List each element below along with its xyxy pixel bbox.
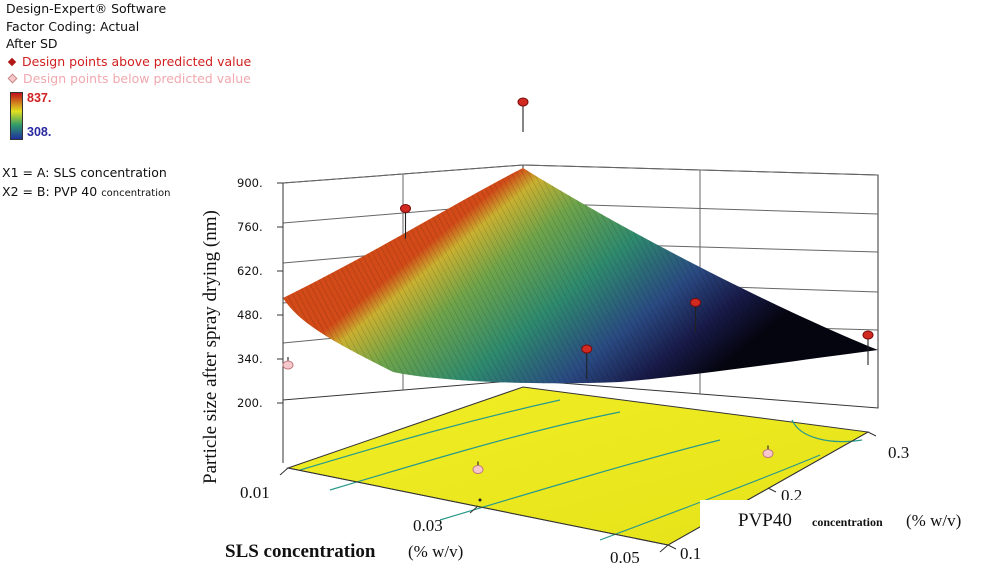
z-tick-0: 200.	[237, 396, 263, 410]
z-tick-1: 340.	[237, 352, 263, 366]
factor-x2: X2 = B: PVP 40 concentration	[2, 182, 170, 203]
x-axis-unit: (% w/v)	[408, 542, 463, 561]
software-name: Design-Expert® Software	[6, 1, 167, 16]
z-tick-4: 760.	[237, 220, 263, 234]
y-tick-2: 0.3	[888, 443, 909, 462]
x-tick-1: 0.03	[413, 516, 443, 535]
factor-x1: X1 = A: SLS concentration	[2, 165, 167, 180]
colorbar-max: 837.	[27, 91, 52, 105]
design-point-6	[762, 449, 774, 458]
z-tick-3: 620.	[237, 264, 263, 278]
y-axis-label: PVP40	[738, 510, 792, 531]
x-axis-label: SLS concentration	[225, 541, 376, 562]
factor-x2-suffix: concentration	[101, 188, 171, 199]
factor-x2-prefix: X2 = B: PVP 40	[2, 184, 98, 199]
response-surface	[283, 168, 878, 384]
z-tick-2: 480.	[237, 308, 263, 322]
z-tick-5: 900.	[237, 176, 263, 190]
factor-coding: Factor Coding: Actual	[6, 18, 140, 34]
design-point-3	[581, 344, 593, 354]
legend-below: Design points below predicted value	[6, 70, 251, 88]
y-axis-unit: (% w/v)	[906, 511, 961, 530]
design-point-7	[862, 330, 874, 340]
x-tick-0: 0.01	[240, 483, 270, 502]
factor-list: X1 = A: SLS concentration X2 = B: PVP 40…	[2, 163, 170, 203]
info-panel: Design-Expert® Software Factor Coding: A…	[6, 0, 251, 88]
design-point-1	[400, 204, 411, 213]
response-name: After SD	[6, 36, 58, 51]
x-tick-2: 0.05	[610, 548, 640, 567]
design-point-0	[517, 97, 529, 107]
design-point-4	[690, 298, 701, 307]
y-tick-0: 0.1	[680, 544, 701, 563]
z-axis-label: Particle size after spray drying (nm)	[200, 210, 221, 484]
colorbar-min: 308.	[27, 125, 52, 139]
design-point-2	[282, 360, 294, 370]
design-point-5	[472, 465, 484, 474]
y-axis-label-small: concentration	[812, 515, 883, 529]
legend-above: Design points above predicted value	[6, 53, 251, 71]
z-axis-ticks: 200. 340. 480. 620. 760. 900.	[237, 176, 283, 410]
colorbar	[10, 92, 23, 140]
legend-below-label: Design points below predicted value	[23, 71, 251, 86]
legend-above-label: Design points above predicted value	[22, 53, 252, 69]
